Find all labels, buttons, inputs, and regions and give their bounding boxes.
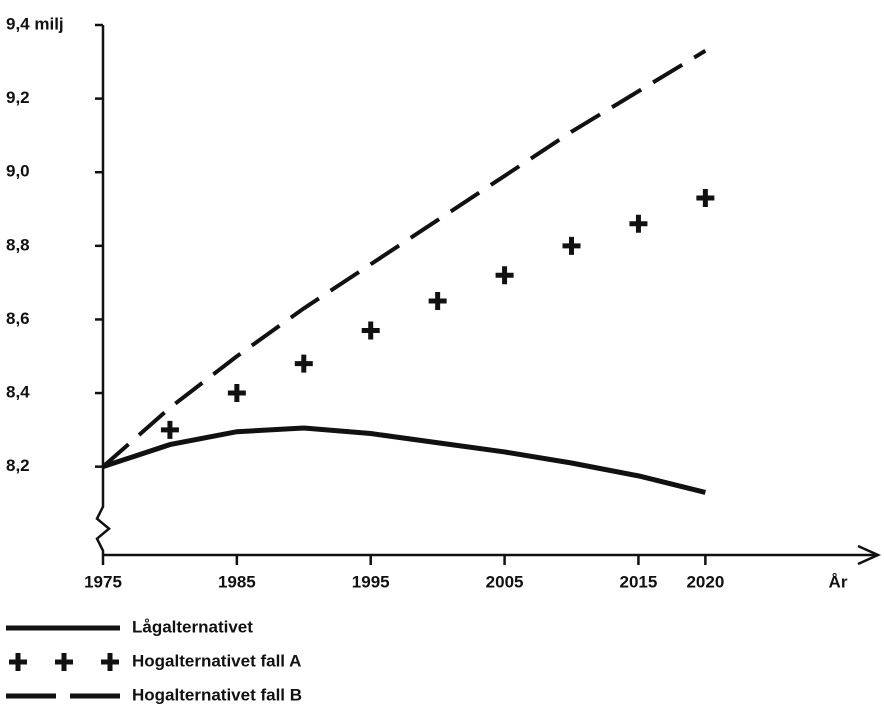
legend-label: Hogalternativet fall A [132, 651, 301, 670]
plus-marker [562, 236, 581, 255]
plus-marker [428, 292, 447, 311]
plus-marker [9, 653, 27, 671]
y-tick-label: 8,8 [6, 235, 30, 254]
plus-marker [55, 653, 73, 671]
series-line [102, 425, 706, 495]
plus-marker [160, 420, 179, 439]
x-tick-label: 2020 [686, 572, 724, 591]
y-axis [95, 25, 111, 555]
plus-marker [227, 384, 246, 403]
x-axis-arrow [857, 544, 882, 566]
x-tick-label: 2005 [486, 572, 524, 591]
y-tick-label: 9,2 [6, 88, 30, 107]
plus-marker [101, 653, 119, 671]
x-tick-label: 1975 [84, 572, 122, 591]
legend-label: Lågalternativet [132, 617, 253, 636]
x-tick-label: 1985 [218, 572, 256, 591]
legend-item: Lågalternativet [6, 617, 253, 636]
plus-marker [495, 266, 514, 285]
plus-marker [696, 188, 715, 207]
y-tick-label: 8,2 [6, 456, 30, 475]
y-tick-label: 8,4 [6, 383, 30, 402]
legend-label: Hogalternativet fall B [132, 685, 302, 704]
x-axis-label: År [829, 572, 848, 591]
y-tick-label: 9,0 [6, 162, 30, 181]
plus-marker [629, 214, 648, 233]
legend-item: Hogalternativet fall B [6, 685, 302, 704]
y-tick-label: 8,6 [6, 309, 30, 328]
legend-item: Hogalternativet fall A [9, 651, 301, 671]
y-tick-label: 9,4 milj [6, 14, 64, 33]
x-tick-label: 2015 [620, 572, 658, 591]
plus-marker [294, 354, 313, 373]
series-line [101, 49, 707, 469]
x-tick-label: 1995 [352, 572, 390, 591]
plus-marker [361, 321, 380, 340]
